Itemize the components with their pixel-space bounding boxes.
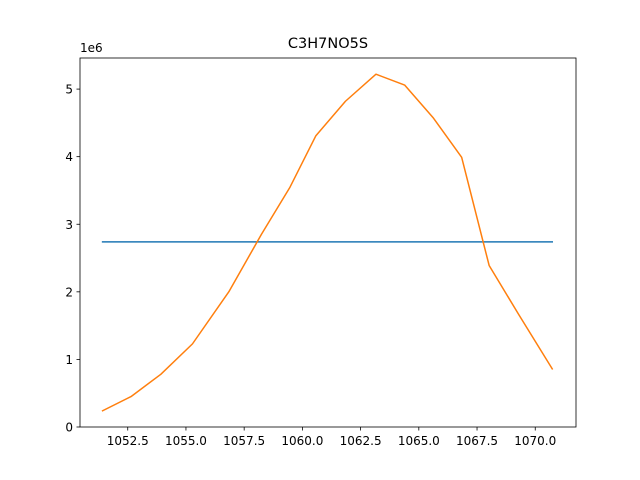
series-line-2 bbox=[101, 73, 554, 412]
y-tick-label: 4 bbox=[65, 150, 73, 164]
y-tick-label: 3 bbox=[65, 218, 73, 232]
plot-frame bbox=[79, 57, 577, 428]
x-tick-label: 1052.5 bbox=[107, 434, 149, 448]
chart-title: C3H7NO5S bbox=[288, 36, 368, 52]
x-tick-label: 1060.0 bbox=[281, 434, 323, 448]
x-tick-label: 1067.5 bbox=[456, 434, 498, 448]
y-tick-label: 5 bbox=[65, 83, 73, 97]
chart-marks bbox=[101, 73, 554, 412]
y-multiplier-label: 1e6 bbox=[80, 41, 103, 55]
x-tick-label: 1055.0 bbox=[165, 434, 207, 448]
x-tick-label: 1057.5 bbox=[223, 434, 265, 448]
axes: 1052.5 1055.0 1057.5 1060.0 1062.5 1065.0 1067… bbox=[65, 57, 577, 448]
y-tick-label: 0 bbox=[65, 421, 73, 435]
x-tick-label: 1070.0 bbox=[514, 434, 556, 448]
y-tick-label: 1 bbox=[65, 353, 73, 367]
x-tick-label: 1062.5 bbox=[340, 434, 382, 448]
y-tick-label: 2 bbox=[65, 285, 73, 299]
x-tick-label: 1065.0 bbox=[398, 434, 440, 448]
